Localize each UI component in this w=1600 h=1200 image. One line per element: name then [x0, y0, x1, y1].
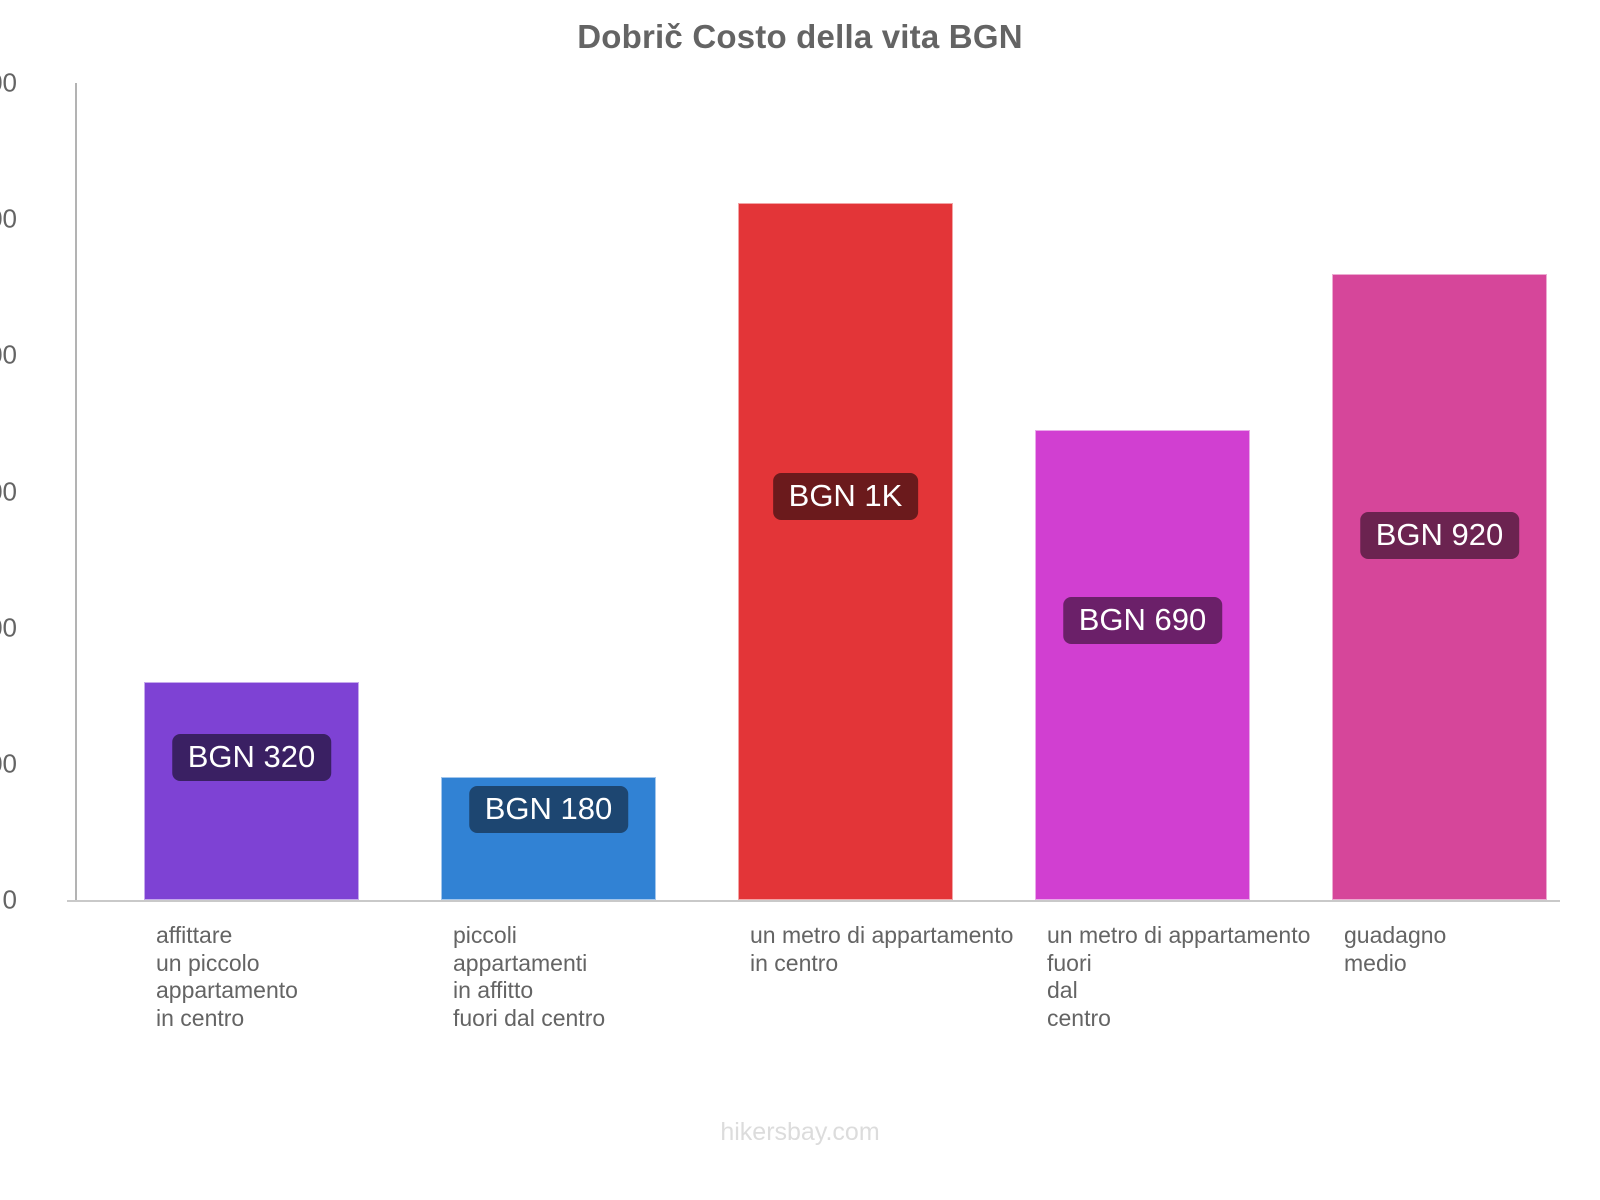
footer-credit: hikersbay.com: [720, 1118, 880, 1146]
x-axis-category-label: affittare un piccolo appartamento in cen…: [156, 922, 298, 1031]
y-axis-tick-label: 400: [0, 612, 17, 643]
y-axis-tick-label: 800: [0, 339, 17, 370]
x-axis-line: [67, 900, 1560, 902]
y-axis-line: [75, 83, 77, 900]
bar-value-label: BGN 920: [1359, 511, 1520, 559]
y-axis-tick-label: 600: [0, 476, 17, 506]
bar-value-label: BGN 180: [468, 786, 629, 834]
x-axis-category-label: guadagno medio: [1344, 922, 1447, 976]
y-axis-tick-label: 200: [0, 748, 17, 779]
plot-area: 0 200 400 600 800 1000 1200 BGN 320 BGN 180 BGN …: [0, 68, 1560, 915]
bar[interactable]: BGN 920: [1332, 273, 1547, 900]
bar-rect: [1035, 430, 1250, 900]
y-axis-tick-label: 1200: [0, 67, 17, 98]
x-axis-category-label: piccoli appartamenti in affitto fuori da…: [453, 922, 606, 1031]
bar[interactable]: BGN 180: [441, 777, 656, 900]
x-axis-category-label: un metro di appartamento fuori dal centr…: [1047, 922, 1311, 1031]
bar-value-label: BGN 320: [171, 734, 332, 782]
bar-rect: [1332, 273, 1547, 900]
bar-rect: [738, 202, 953, 900]
bar[interactable]: BGN 690: [1035, 430, 1250, 900]
bar[interactable]: BGN 320: [144, 682, 359, 900]
y-axis-tick-label: 1000: [0, 203, 17, 234]
bar-value-label: BGN 690: [1062, 596, 1223, 644]
bar[interactable]: BGN 1K: [738, 202, 953, 900]
bar-rect: [144, 682, 359, 900]
y-axis-tick-label: 0: [2, 884, 17, 915]
x-axis-category-label: un metro di appartamento in centro: [750, 922, 1014, 976]
chart-title: Dobrič Costo della vita BGN: [577, 18, 1023, 55]
bar-value-label: BGN 1K: [772, 473, 919, 521]
